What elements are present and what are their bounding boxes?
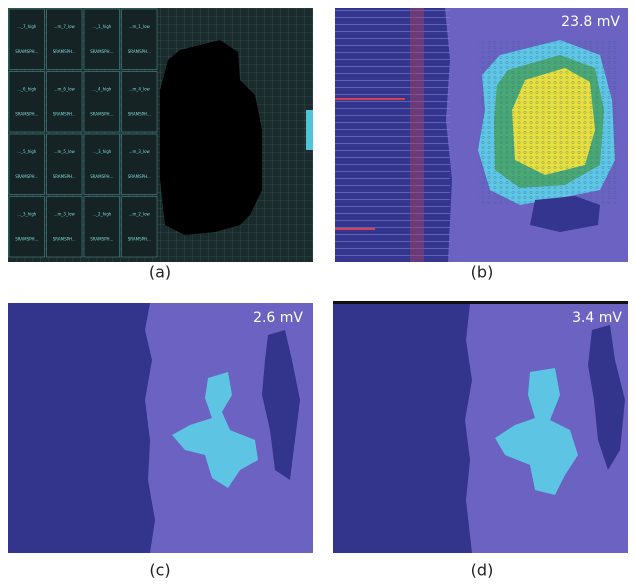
macro (9, 197, 45, 258)
macro (122, 9, 158, 70)
macro-type: SRAMSPH... (90, 236, 113, 241)
figure: ..._7_high SRAMSPH... ...m_7_low SRAMSPH...… (0, 0, 634, 581)
top-border (333, 301, 628, 304)
macro-type: SRAMSPH... (53, 236, 76, 241)
macro-name: ...m_1_low (129, 24, 151, 29)
macro-name: ..._3_high (17, 211, 37, 216)
macro-type: SRAMSPH... (15, 111, 38, 116)
macro-name: ...m_7_low (54, 24, 76, 29)
panel-label: (d) (471, 561, 494, 580)
macro-type: SRAMSPH... (15, 236, 38, 241)
max-drop: 3.4 mV (572, 310, 622, 326)
macro (47, 197, 83, 258)
panel-label: (a) (149, 263, 171, 282)
macro (84, 134, 120, 195)
max-drop: 23.8 mV (561, 14, 620, 30)
macro (122, 72, 158, 133)
macro-type: SRAMSPH... (90, 49, 113, 54)
panel-b: 23.8 mV (b) (335, 8, 628, 282)
panel-label: (b) (471, 263, 494, 282)
macro-name: ...m_4_low (129, 86, 151, 91)
macro-name: ..._6_high (17, 86, 37, 91)
macro-type: SRAMSPH... (90, 111, 113, 116)
macro-type: SRAMSPH... (53, 111, 76, 116)
panel-a: ..._7_high SRAMSPH... ...m_7_low SRAMSPH...… (8, 8, 313, 282)
hotspot-texture (478, 40, 618, 206)
macro-name: ..._5_high (17, 149, 37, 154)
low-region (8, 303, 155, 553)
macro (47, 72, 83, 133)
macro (122, 197, 158, 258)
hot-column (410, 8, 424, 262)
hot-line (335, 228, 375, 230)
macro-name: ...m_2_low (129, 211, 151, 216)
macro-name: ...m_3_low (54, 211, 76, 216)
macro-type: SRAMSPH... (53, 49, 76, 54)
macro-type: SRAMSPH... (53, 174, 76, 179)
macro (122, 134, 158, 195)
macro-name: ..._4_high (92, 86, 112, 91)
macro-name: ..._7_high (17, 24, 37, 29)
pin-strip (306, 110, 313, 150)
macro-type: SRAMSPH... (15, 174, 38, 179)
panel-label: (c) (149, 561, 170, 580)
macro-type: SRAMSPH... (128, 174, 151, 179)
macro-name: ...m_3_low (129, 149, 151, 154)
max-drop: 2.6 mV (253, 310, 303, 326)
macro-name: ..._1_high (92, 24, 112, 29)
macro-name: ...m_5_low (54, 149, 76, 154)
macro (9, 9, 45, 70)
macro-type: SRAMSPH... (15, 49, 38, 54)
macro (84, 9, 120, 70)
macro-name: ..._3_high (92, 149, 112, 154)
macro (9, 72, 45, 133)
macro-type: SRAMSPH... (128, 111, 151, 116)
macro-type: SRAMSPH... (128, 49, 151, 54)
macro-name: ..._2_high (92, 211, 112, 216)
macro (84, 197, 120, 258)
macro-type: SRAMSPH... (90, 174, 113, 179)
panel-c: 2.6 mV (c) (8, 303, 313, 580)
macro-type: SRAMSPH... (128, 236, 151, 241)
streaks (335, 8, 450, 262)
panel-d: 3.4 mV (d) (333, 301, 628, 580)
macro (47, 134, 83, 195)
macro (9, 134, 45, 195)
low-region (333, 304, 472, 553)
macro-name: ...m_6_low (54, 86, 76, 91)
macro (84, 72, 120, 133)
macro (47, 9, 83, 70)
hot-line (335, 98, 405, 100)
